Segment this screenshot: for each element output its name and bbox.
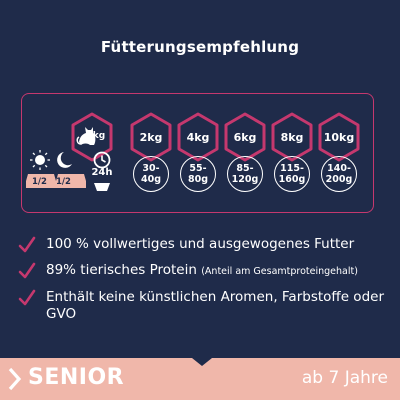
amount-line1: 30-	[142, 163, 160, 174]
weight-hexagon: 4kg	[176, 112, 220, 162]
amount-circle: 30- 40g	[133, 156, 169, 192]
weight-hexagon: 10kg	[317, 112, 361, 162]
weight-label: 2kg	[139, 131, 163, 144]
amount-line1: 115-	[280, 163, 304, 174]
benefit-note: (Anteil am Gesamtproteingehalt)	[201, 266, 358, 277]
feeding-panel	[21, 93, 374, 213]
cat-weight-hexagon: kg	[70, 112, 114, 162]
check-icon	[18, 236, 36, 253]
weight-hexagon: 8kg	[270, 112, 314, 162]
amount-line2: 160g	[278, 174, 306, 185]
benefit-text: Enthält keine künstlichen Aromen, Farbst…	[46, 289, 384, 322]
sun-moon-icon	[24, 150, 88, 188]
amount-circle: 115- 160g	[274, 156, 310, 192]
amount-circle: 140- 200g	[321, 156, 357, 192]
night-split-label: 1/2	[56, 177, 71, 187]
day-split-label: 1/2	[32, 177, 47, 187]
list-item: 89% tierisches Protein (Anteil am Gesamt…	[18, 262, 388, 280]
list-item: 100 % vollwertiges und ausgewogenes Futt…	[18, 236, 388, 253]
amount-circle: 55- 80g	[180, 156, 216, 192]
age-label: ab 7 Jahre	[301, 368, 388, 388]
chevron-right-icon	[8, 367, 22, 391]
amount-line1: 85-	[236, 163, 254, 174]
amount-line2: 200g	[325, 174, 353, 185]
amount-line1: 55-	[189, 163, 207, 174]
amount-line1: 140-	[327, 163, 351, 174]
footer-notch	[192, 358, 212, 366]
weight-label: 6kg	[233, 131, 257, 144]
benefit-text: 100 % vollwertiges und ausgewogenes Futt…	[46, 236, 355, 252]
clock-bowl-icon	[93, 151, 111, 191]
amount-circle: 85- 120g	[227, 156, 263, 192]
amount-line2: 120g	[231, 174, 259, 185]
daily-label: 24h	[91, 167, 113, 178]
check-icon	[18, 262, 36, 279]
weight-label: 4kg	[186, 131, 210, 144]
list-item: Enthält keine künstlichen Aromen, Farbst…	[18, 289, 388, 323]
check-icon	[18, 289, 36, 306]
weight-label: 8kg	[280, 131, 304, 144]
unit-label: kg	[92, 131, 106, 141]
weight-label: 10kg	[323, 131, 355, 144]
weight-hexagon: 6kg	[223, 112, 267, 162]
benefits-list: 100 % vollwertiges und ausgewogenes Futt…	[18, 236, 388, 332]
amount-line2: 80g	[187, 174, 209, 185]
benefit-text: 89% tierisches Protein	[46, 262, 197, 278]
page-title: Fütterungsempfehlung	[100, 38, 300, 56]
cat-icon	[76, 127, 96, 145]
amount-line2: 40g	[140, 174, 162, 185]
weight-hexagon: 2kg	[129, 112, 173, 162]
life-stage-label: SENIOR	[28, 365, 125, 390]
day-night-split: 1/2 1/2	[24, 148, 88, 192]
daily-icon: 24h	[84, 151, 120, 197]
